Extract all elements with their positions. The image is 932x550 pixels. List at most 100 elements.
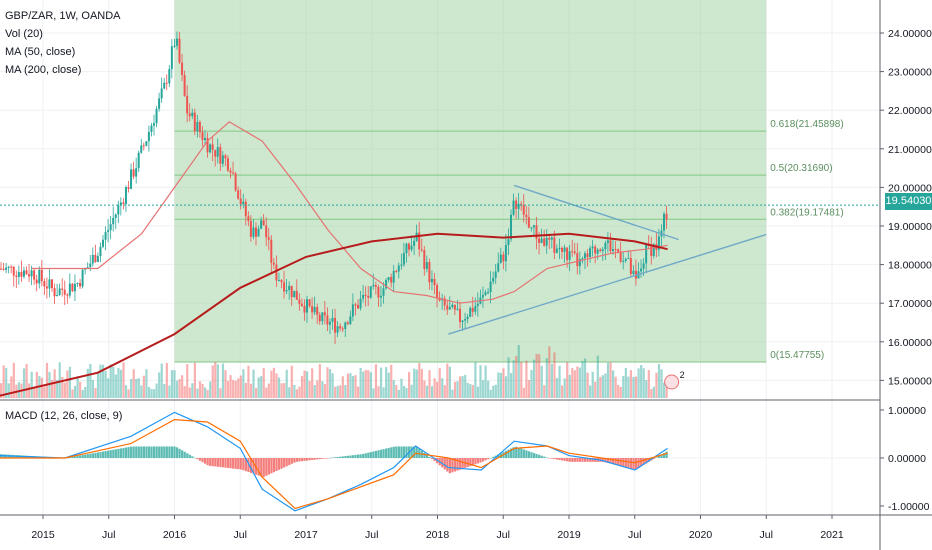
volume-bar [604,373,607,398]
volume-bar [599,376,602,398]
fib-levels: 0.618(21.45898) 0.5(20.31690) 0.382(19.174… [174,119,844,363]
candle-body [206,138,209,153]
macd-histogram-bar [321,458,324,459]
candle-body [357,304,359,309]
volume-bar [114,374,117,398]
candle-body [622,260,625,262]
candle-body [423,249,426,269]
trendlines[interactable] [0,184,880,335]
volume-bar [583,358,587,398]
volume-bar [466,382,469,398]
macd-histogram-bar [512,447,515,458]
macd-line [0,411,668,512]
candle-body [173,45,176,47]
candle-body [379,295,382,298]
macd-histogram-bar [109,450,112,458]
macd-histogram-bar [117,448,120,458]
volume-bar [249,383,253,398]
macd-histogram-bar [183,451,186,458]
macd-histogram-bar [481,458,485,462]
macd-histogram-bar [290,458,293,464]
candle-body [510,214,512,240]
fib-level-label: 0.618(21.45898) [770,119,843,130]
event-badge[interactable]: 2 [664,370,685,390]
volume-bar [405,388,408,398]
candle-body [328,321,331,325]
macd-histogram-bar [122,447,125,458]
macd-histogram-bar [249,458,253,473]
macd-histogram-bar [277,458,281,470]
candle-body [158,98,161,109]
candle-body [61,288,64,290]
volume-bar [175,380,179,398]
candle-body [517,203,520,209]
macd-histogram-bar [561,458,564,461]
macd-histogram-bar [178,448,181,458]
candle-body [252,227,255,237]
candle-body [265,225,268,238]
time-tick-label: 2019 [557,529,581,541]
main-legend: GBP/ZAR, 1W, OANDA Vol (20) MA (50, clos… [5,7,121,79]
candle-body [73,283,76,292]
ma200-line [0,232,668,397]
price-tick-label: 16.00000 [888,337,932,349]
volume-bar [140,385,143,398]
price-tick-label: 21.00000 [888,144,932,156]
volume-bar [35,371,38,398]
macd-histogram-bar [104,451,107,458]
volume-bar [76,376,79,398]
event-count-label: 2 [680,370,685,380]
candle-body [186,95,189,114]
candle-body [346,322,349,325]
legend-ma200[interactable]: MA (200, close) [5,64,82,76]
macd-histogram-bar [127,447,130,458]
macd-histogram-bar [150,446,153,458]
volume-bar [586,372,589,398]
candle-body [224,155,227,159]
candle-body [504,245,507,262]
volume-bar [387,372,390,398]
time-tick-label: 2020 [689,529,713,541]
volume-bar [186,364,189,398]
candle-body [405,243,408,254]
candle-body [553,237,556,253]
candle-body [181,62,184,76]
macd-histogram-bar [578,458,582,462]
candle-body [234,173,237,191]
macd-histogram-bar [543,456,546,458]
candle-body [601,249,604,252]
last-price-badge: 19.54030 [885,193,932,210]
candle-body [147,131,150,142]
candle-body [331,317,334,322]
macd-legend[interactable]: MACD (12, 26, close, 9) [5,410,123,422]
volume-bar [507,357,510,398]
volume-bar [10,376,13,398]
candle-body [7,266,10,268]
volume-bar [392,380,395,398]
macd-histogram-bar [242,458,245,471]
candle-body [428,262,431,283]
macd-histogram-bar [295,458,298,462]
volume-bar [142,375,145,398]
candle-body [214,149,217,157]
legend-ma50[interactable]: MA (50, close) [5,46,76,58]
volume-bar [257,377,260,398]
volume-bar [650,388,653,398]
candle-body [326,315,329,325]
macd-histogram-bar [316,458,319,460]
volume-bar [596,355,599,398]
volume-bar [527,379,531,398]
candle-body [178,38,181,63]
volume-bar [382,387,385,398]
macd-histogram-bar [206,458,209,466]
candle-body [390,277,393,283]
legend-vol[interactable]: Vol (20) [5,28,43,40]
volume-bar [201,383,204,398]
volume-bar [234,380,237,398]
macd-histogram-bar [344,456,347,458]
macd-histogram-bar [504,450,508,458]
volume-bar [377,386,380,398]
volume-bar [311,368,314,398]
legend-symbol[interactable]: GBP/ZAR, 1W, OANDA [5,10,121,22]
